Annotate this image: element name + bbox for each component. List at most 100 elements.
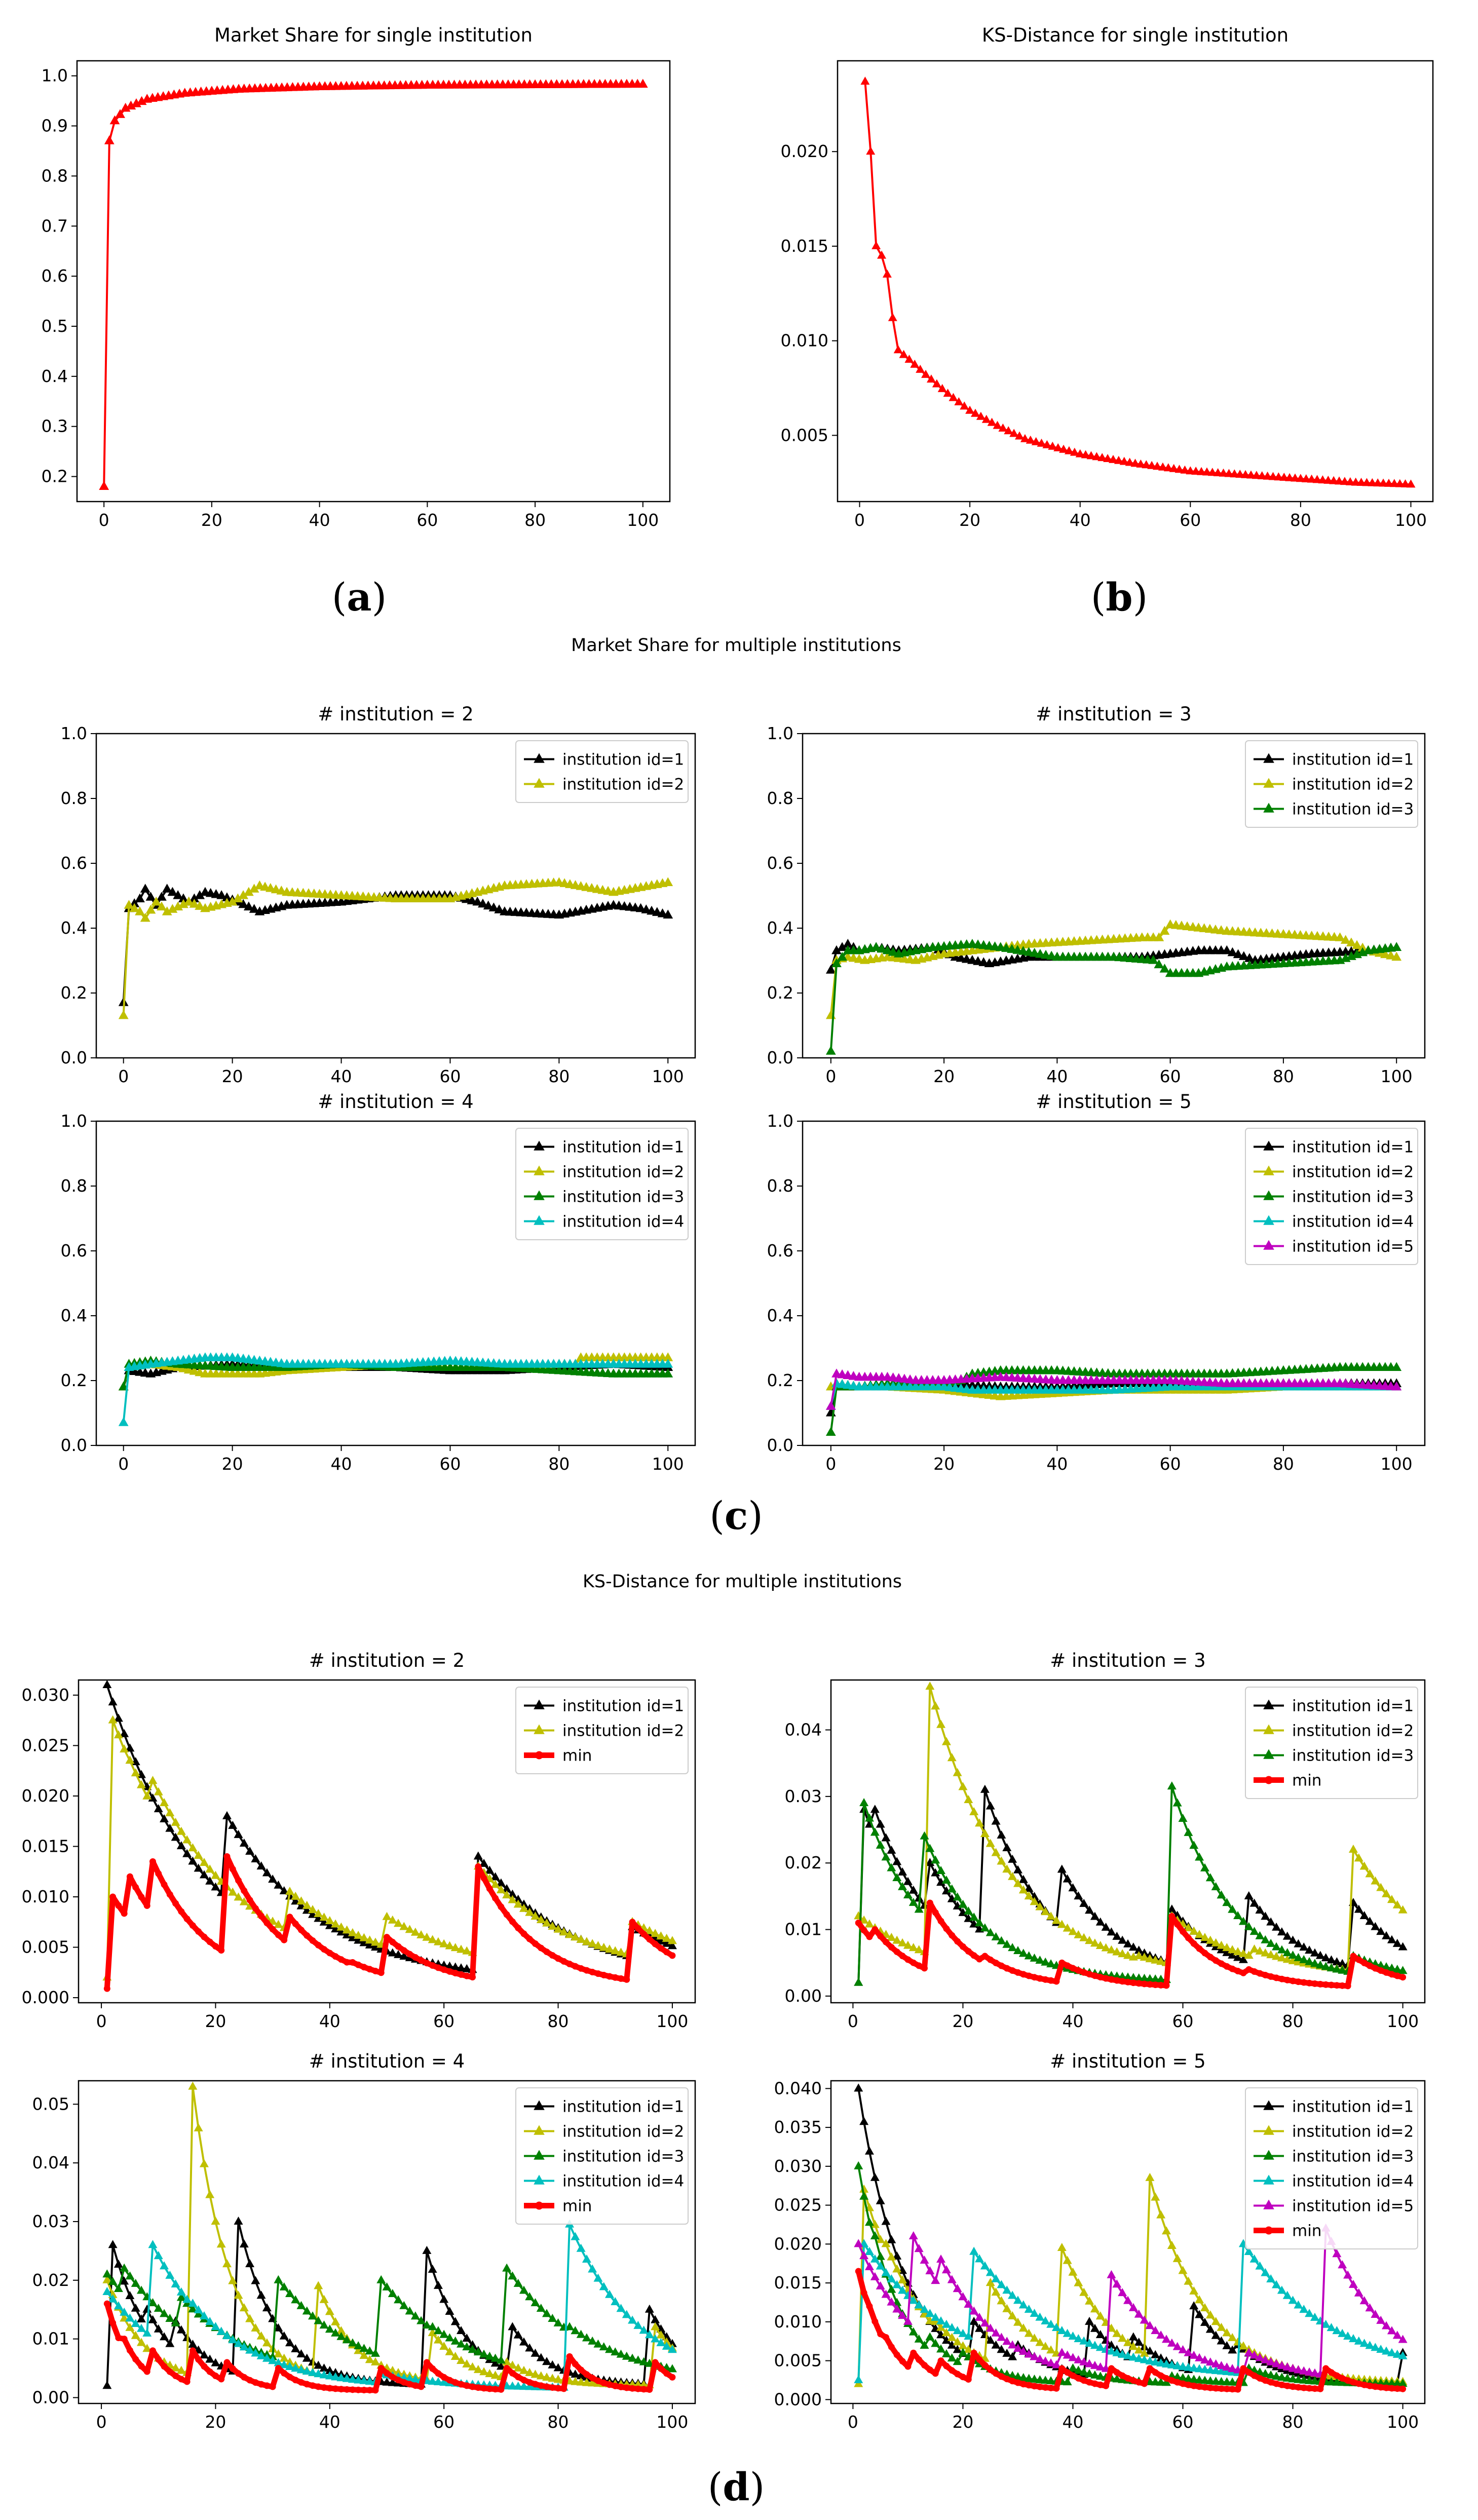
series-point [553,1924,563,1933]
x-tick-label: 20 [201,510,222,530]
series-point [188,1843,198,1852]
series-point [1376,1883,1386,1891]
series-point [142,1791,152,1800]
chart-d3: # institution = 30 20 40 60 80 1000.000.010.0… [785,1650,1426,2031]
series-point [1112,2348,1122,2356]
series-point [855,1919,862,1926]
series-point [120,1729,129,1737]
series-point [519,1899,528,1908]
series-point [131,2318,140,2327]
series-point [639,2357,649,2365]
series-point [1261,1948,1270,1957]
legend-label: institution id=5 [1292,2197,1414,2216]
series-point [1249,2350,1259,2359]
series-point [876,2281,885,2289]
series-point [931,2339,940,2347]
y-tick-label: 0.020 [781,141,828,161]
series-point [1085,2296,1094,2305]
series-point [1282,1955,1292,1963]
series-point [1140,2348,1149,2357]
x-tick-label: 80 [1273,1066,1294,1086]
series-point [115,1902,122,1909]
series-point [1299,2366,1309,2375]
series-point [194,2123,203,2131]
series-point [1063,1874,1072,1883]
series-point [108,1715,118,1724]
series-point [606,1973,613,1980]
series-point [211,1870,220,1879]
series-point [623,1976,630,1983]
series-point [490,2358,500,2367]
series-point [422,2320,432,2329]
chart-d4: # institution = 40 20 40 60 80 1000.000.010.0… [32,2050,696,2432]
legend-swatch-marker [534,2100,545,2110]
series-group [102,2081,677,2394]
legend-entry: institution id=3 [1254,1747,1414,1765]
series-point [1085,2339,1094,2347]
series-point [336,2326,346,2335]
series-point [125,1755,135,1764]
series-point [1058,2365,1066,2372]
series-point [388,2289,397,2298]
series-point [1035,2375,1045,2384]
series-point [1249,2254,1259,2263]
series-point [246,1896,253,1903]
series-point [1178,2362,1188,2371]
series-point [969,1913,979,1921]
series-institution-id-2 [825,919,1402,1019]
series-point [1359,2339,1369,2347]
legend-label: institution id=4 [562,2172,684,2191]
series-point [965,2376,972,2383]
chart-title: # institution = 3 [1036,703,1191,725]
series-point [216,890,227,899]
series-point [1041,2376,1050,2384]
series-point [308,1905,318,1914]
series-point [1240,1969,1247,1976]
series-point [947,2353,957,2362]
series-point [1217,1945,1226,1954]
series-point [194,2305,203,2314]
series-point [1086,451,1096,460]
chart-title: # institution = 2 [309,1650,465,1671]
series-point [445,2307,454,2315]
series-point [941,2319,951,2328]
series-point [302,2366,312,2375]
series-point [1205,2365,1215,2374]
plot-frame [95,733,696,1059]
series-point [1180,1928,1187,1935]
series-point [1008,1872,1017,1880]
series-point [1002,1864,1012,1873]
series-point [854,2083,863,2092]
series-point [1130,2377,1137,2384]
caption-b: (b) [1091,575,1148,620]
series-point [1282,1948,1292,1957]
series-point [239,2342,249,2351]
series-point [1299,1955,1309,1963]
series-point [947,1884,957,1893]
series-point [1101,1943,1111,1952]
series-point [855,2268,862,2275]
series-point [1299,2305,1309,2313]
series-point [234,1892,243,1901]
series-point [1278,1975,1285,1982]
series-point [161,2363,168,2370]
series-point [281,2370,288,2377]
series-point [1024,1884,1034,1892]
series-point [1095,2330,1105,2339]
series-point [998,423,1008,432]
series-point [1070,447,1079,456]
caption-b-letter: b [1106,575,1132,620]
series-point [864,2218,874,2226]
series-point [222,1811,232,1819]
series-point [997,2345,1006,2353]
series-point [1217,2322,1226,2331]
series-point [1146,2365,1153,2372]
series-point [1189,2286,1199,2295]
series-point [405,2374,414,2382]
series-group [118,1352,673,1426]
y-tick-label: 0.6 [61,1241,87,1261]
series-point [1277,1945,1286,1954]
series-point [931,1855,940,1864]
x-tick-label: 80 [1282,2011,1304,2031]
